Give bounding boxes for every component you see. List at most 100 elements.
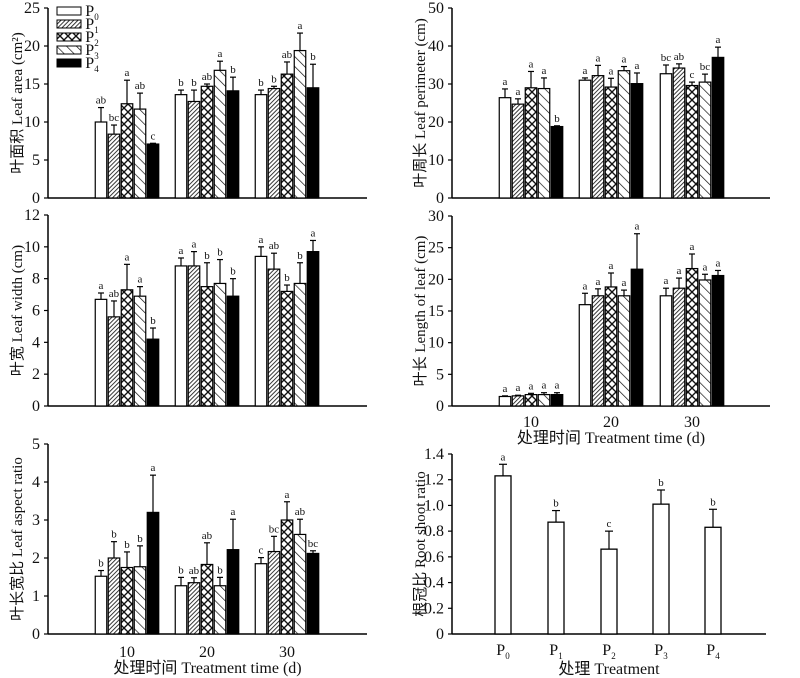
bar-P1-20 [591,75,605,199]
x-tick-label: 20 [199,644,215,661]
y-tick-label: 10 [24,239,40,256]
y-tick-label: 0.8 [424,523,444,540]
bar-P1-30 [267,550,281,635]
legend-label: P2 [85,29,98,48]
bar-P2-20 [604,286,618,407]
bar-P3-30 [293,282,307,407]
significance-label: bc [661,52,672,64]
significance-label: b [191,77,197,89]
y-tick-label: 2 [32,550,40,567]
significance-label: ab [109,288,120,300]
significance-label: a [179,245,184,257]
bar-P3-10 [133,108,147,199]
significance-label: a [609,260,614,272]
significance-label: ab [295,506,306,518]
significance-label: a [664,275,669,287]
significance-label: a [596,276,601,288]
bar-P3-30 [698,81,712,199]
bar-P4-10 [550,125,564,199]
y-tick-label: 3 [32,512,40,529]
y-tick-label: 0 [436,190,444,207]
legend-swatch-P4 [56,58,82,68]
bar-P2-30 [685,84,699,199]
significance-label: b [271,73,277,85]
legend-swatch-P0 [56,6,82,16]
y-axis-label: 叶长宽比 Leaf aspect ratio [9,457,26,621]
bar-P4-10 [146,143,160,199]
bar-P0-20 [578,304,592,407]
y-tick-label: 0 [32,626,40,643]
significance-label: b [710,496,716,508]
significance-label: b [553,498,559,510]
bar-P2-10 [524,87,538,199]
bar-P2-20 [200,286,214,407]
significance-label: a [555,380,560,392]
y-tick-label: 30 [428,208,444,225]
legend-label: P1 [85,16,98,35]
x-tick-label: 20 [603,414,619,431]
significance-label: ab [96,95,107,107]
bar-P4-30 [306,552,320,635]
y-tick-label: 20 [24,38,40,55]
significance-label: b [258,77,264,89]
bar-P2-30 [280,73,294,199]
significance-label: a [716,34,721,46]
y-tick-label: 40 [428,38,444,55]
significance-label: bc [700,61,711,73]
bar-P3-10 [133,295,147,407]
bar-P3-10 [537,394,551,407]
bar-P1-30 [267,268,281,407]
bar-P0-10 [498,395,512,407]
bar-P3-10 [133,566,147,635]
bar-P1-30 [267,87,281,199]
significance-label: bc [109,112,120,124]
significance-label: b [217,564,223,576]
y-tick-label: 0 [32,190,40,207]
bar-P1-20 [187,100,201,199]
y-tick-label: 10 [428,152,444,169]
significance-label: a [311,227,316,239]
x-tick-label: 30 [279,644,295,661]
significance-label: b [111,529,117,541]
significance-label: b [178,564,184,576]
bar-P2-10 [120,103,134,199]
bar-P2-10 [120,566,134,635]
significance-label: a [516,86,521,98]
significance-label: a [622,277,627,289]
bar-P3-20 [617,70,631,199]
bar-P4-20 [226,295,240,407]
y-tick-label: 20 [428,271,444,288]
bar-P1-30 [672,67,686,199]
significance-label: a [138,274,143,286]
significance-label: a [690,241,695,253]
bar-P1-10 [107,557,121,635]
significance-label: c [259,545,264,557]
bar-P3 [652,503,670,635]
bar-P2-30 [280,290,294,407]
significance-label: b [658,477,664,489]
x-tick-label: P3 [654,642,668,661]
x-tick-label: P4 [706,642,720,661]
legend-label: P3 [85,42,99,61]
significance-label: a [542,65,547,77]
bar-P3-30 [293,533,307,635]
significance-label: b [150,315,156,327]
significance-label: a [501,451,506,463]
significance-label: a [609,65,614,77]
bar-P3-10 [537,87,551,199]
y-tick-label: 5 [32,152,40,169]
y-tick-label: 0 [436,398,444,415]
bar-P0-10 [94,575,108,635]
x-tick-label: 30 [684,414,700,431]
y-tick-label: 5 [32,436,40,453]
y-tick-label: 8 [32,271,40,288]
bar-P0-30 [254,563,268,635]
bar-P4-30 [306,251,320,407]
significance-label: b [554,113,560,125]
significance-label: a [218,48,223,60]
bar-P4-30 [711,274,725,407]
